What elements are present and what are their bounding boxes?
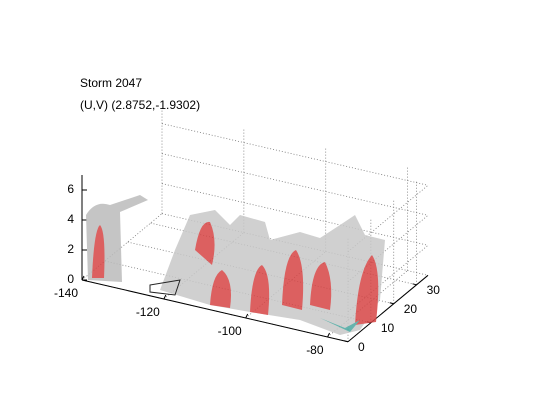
tick-mark	[81, 275, 85, 281]
axis-line	[347, 274, 429, 343]
tick-mark	[389, 302, 394, 305]
isosurfaces	[86, 195, 385, 335]
grid-line	[161, 183, 429, 246]
chart-title: Storm 2047	[80, 76, 142, 90]
x-tick-label: -120	[136, 305, 160, 319]
tick-mark	[343, 340, 349, 343]
y-tick-label: 20	[404, 302, 418, 316]
grid-line	[161, 123, 429, 186]
isosurface-core	[210, 270, 231, 308]
isosurface-core	[282, 250, 304, 310]
grid-line	[347, 245, 429, 313]
tick-mark	[327, 332, 330, 338]
grid-line	[347, 215, 429, 283]
z-tick-label: 2	[67, 242, 74, 256]
axis-line	[81, 279, 349, 343]
z-tick-label: 6	[67, 182, 74, 196]
chart-subtitle: (U,V) (2.8752,-1.9302)	[80, 98, 200, 112]
isosurface	[160, 210, 385, 335]
grid-line	[347, 185, 429, 253]
y-tick-label: 30	[427, 283, 441, 297]
z-tick-label: 0	[67, 272, 74, 286]
grid-line	[81, 213, 163, 281]
tick-mark	[412, 283, 417, 286]
x-tick-label: -100	[218, 324, 242, 338]
z-tick-label: 4	[67, 212, 74, 226]
isosurface-core	[355, 255, 379, 325]
grid-line	[161, 153, 429, 216]
isosurface-base	[320, 318, 360, 332]
grid-line	[127, 241, 394, 305]
x-tick-label: -140	[54, 286, 78, 300]
tick-mark	[163, 294, 167, 300]
isosurface-core	[195, 221, 215, 265]
isosurface-core	[250, 265, 270, 315]
y-tick-label: 10	[381, 321, 395, 335]
contour	[149, 279, 181, 296]
y-tick-label: 0	[358, 340, 365, 354]
isosurface-core	[92, 225, 105, 278]
x-tick-label: -80	[306, 343, 324, 357]
isosurface-core	[310, 262, 332, 310]
tick-mark	[245, 313, 249, 319]
grid-line	[104, 260, 371, 324]
